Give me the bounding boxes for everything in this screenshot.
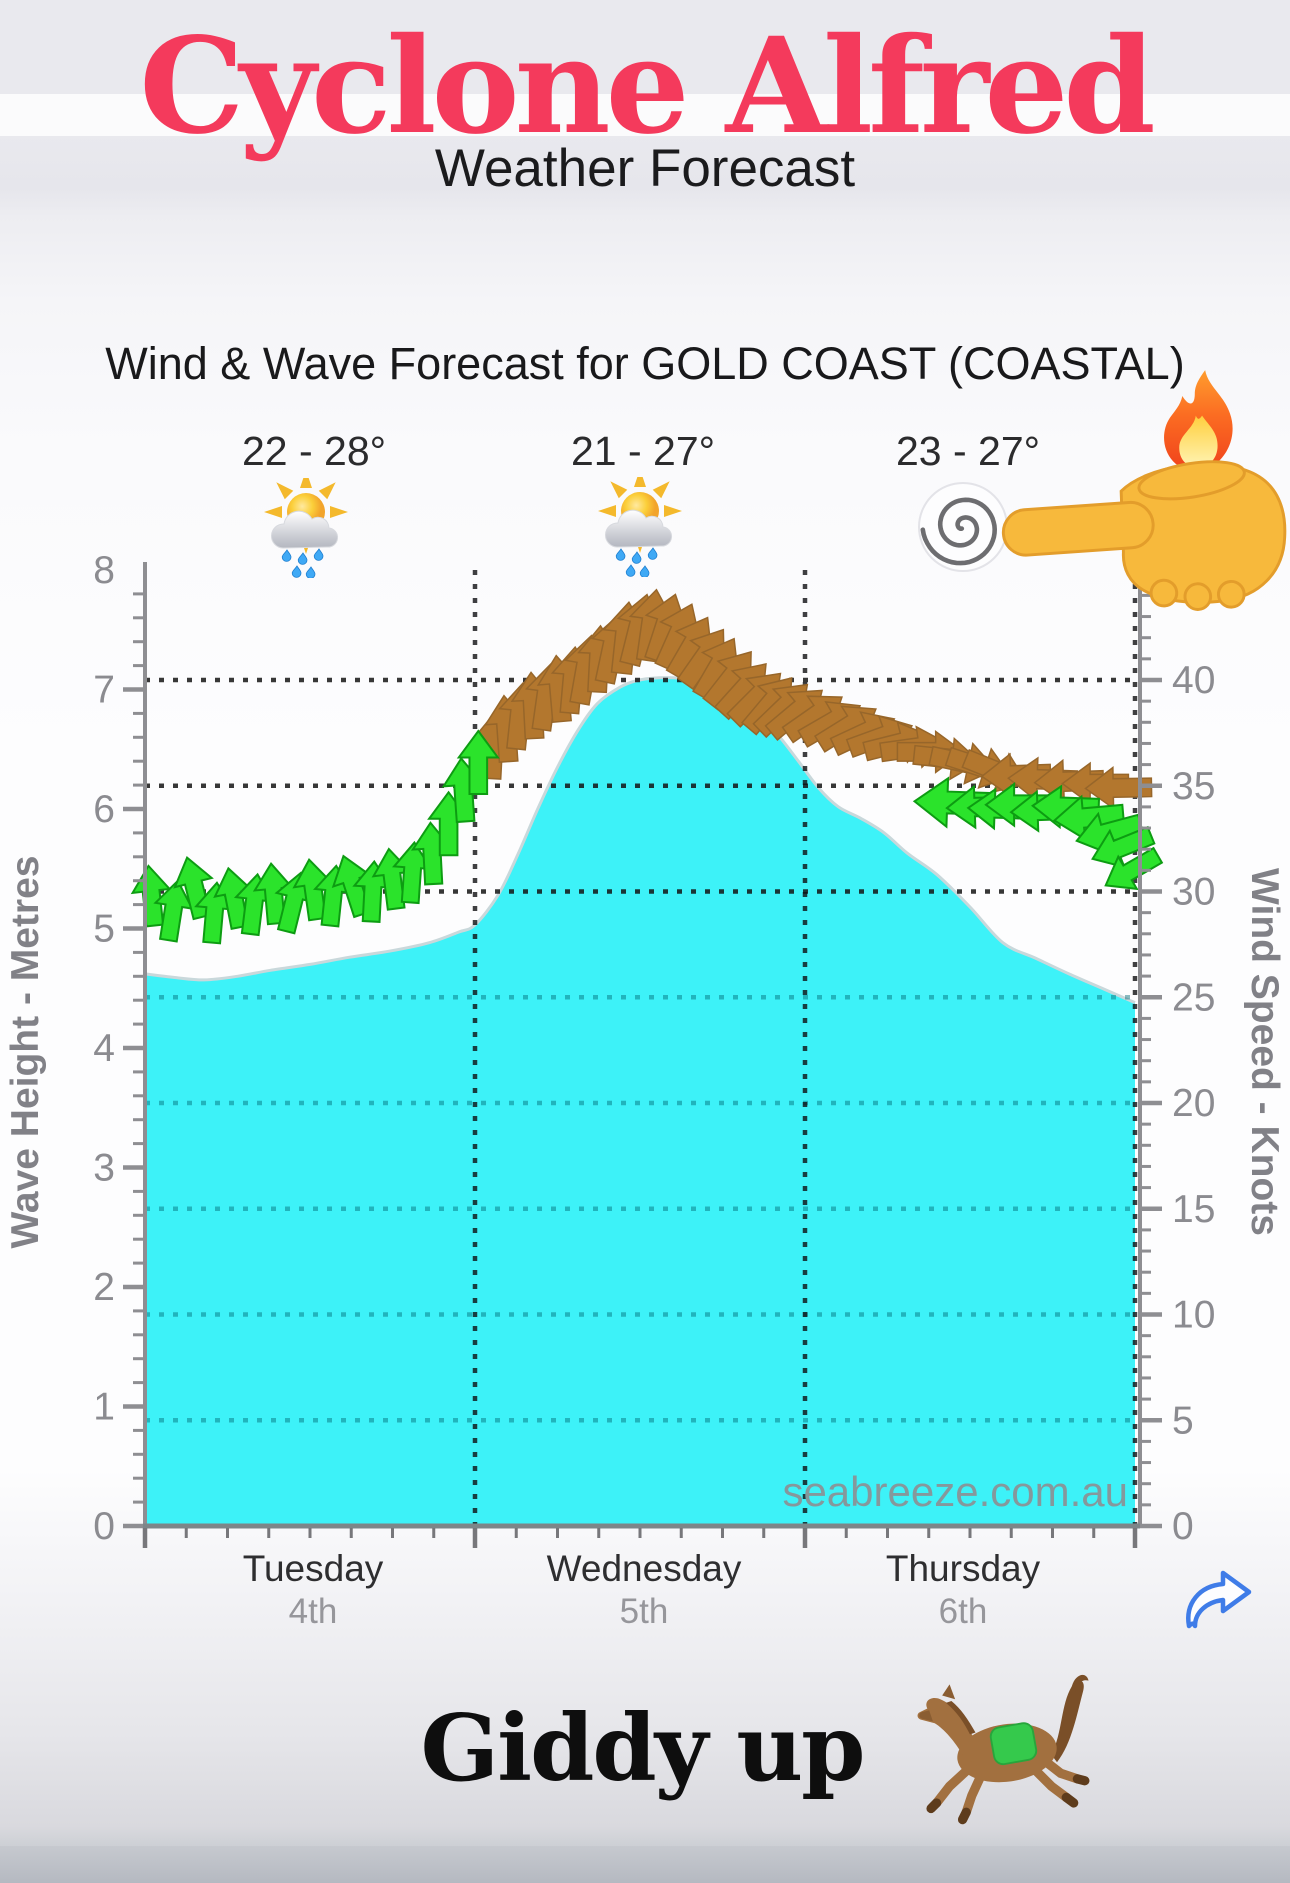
wind-arrow [1104, 846, 1164, 891]
knots-tick-label: 25 [1172, 976, 1215, 1019]
wave-tick-label: 7 [93, 669, 115, 712]
right-axis-title: Wind Speed - Knots [1243, 868, 1286, 1236]
gridlines [145, 570, 1138, 1526]
bottom-bar [0, 1846, 1290, 1883]
chart-title: Wind & Wave Forecast for GOLD COAST (COA… [105, 338, 1185, 389]
share-arrow-icon[interactable] [1183, 1570, 1253, 1632]
page-title: Cyclone Alfred [139, 9, 1155, 164]
left-axis-title: Wave Height - Metres [4, 856, 47, 1249]
watermark: seabreeze.com.au [782, 1468, 1128, 1515]
knots-tick-label: 20 [1172, 1082, 1215, 1125]
horse-icon [917, 1674, 1090, 1825]
x-label-wednesday-date: 5th [619, 1592, 669, 1631]
temp-range-tuesday: 22 - 28° [241, 428, 387, 474]
wave-tick-label: 3 [93, 1147, 115, 1190]
x-label-thursday-date: 6th [938, 1592, 988, 1631]
page-subtitle: Weather Forecast [434, 139, 856, 198]
knots-tick-label: 0 [1172, 1505, 1194, 1548]
x-label-thursday: Thursday [885, 1548, 1041, 1589]
wave-tick-label: 0 [93, 1505, 115, 1548]
knots-tick-label: 15 [1172, 1188, 1215, 1231]
knots-tick-label: 10 [1172, 1294, 1215, 1337]
wave-tick-label: 1 [93, 1386, 115, 1429]
x-label-tuesday-date: 4th [288, 1592, 338, 1631]
wave-tick-label: 8 [93, 549, 115, 592]
temp-range-wednesday: 21 - 27° [570, 428, 716, 474]
sun-behind-rain-cloud-icon [598, 477, 682, 577]
temp-range-thursday: 23 - 27° [895, 428, 1041, 474]
cyclone-icon [918, 482, 1008, 572]
x-label-tuesday: Tuesday [242, 1548, 384, 1589]
wind-arrows [130, 588, 1164, 945]
sun-behind-rain-cloud-icon [264, 478, 348, 578]
knots-tick-label: 30 [1172, 871, 1215, 914]
x-label-wednesday: Wednesday [546, 1548, 742, 1589]
caption-text: Giddy up [420, 1694, 866, 1802]
wind-arrow [456, 729, 500, 795]
pointing-left-hand-icon [1001, 460, 1287, 611]
fire-icon [1164, 370, 1233, 471]
knots-tick-label: 5 [1172, 1399, 1194, 1442]
knots-tick-label: 35 [1172, 765, 1215, 808]
knots-tick-label: 40 [1172, 659, 1215, 702]
wave-tick-label: 5 [93, 908, 115, 951]
title-background-stripe [0, 94, 1290, 136]
wave-tick-label: 2 [93, 1266, 115, 1309]
wave-tick-label: 6 [93, 788, 115, 831]
wave-tick-label: 4 [93, 1027, 115, 1070]
axes: 0 1 2 3 4 5 6 7 8 0 5 10 15 20 25 30 35 40 Wave Height - M… [4, 549, 1286, 1548]
